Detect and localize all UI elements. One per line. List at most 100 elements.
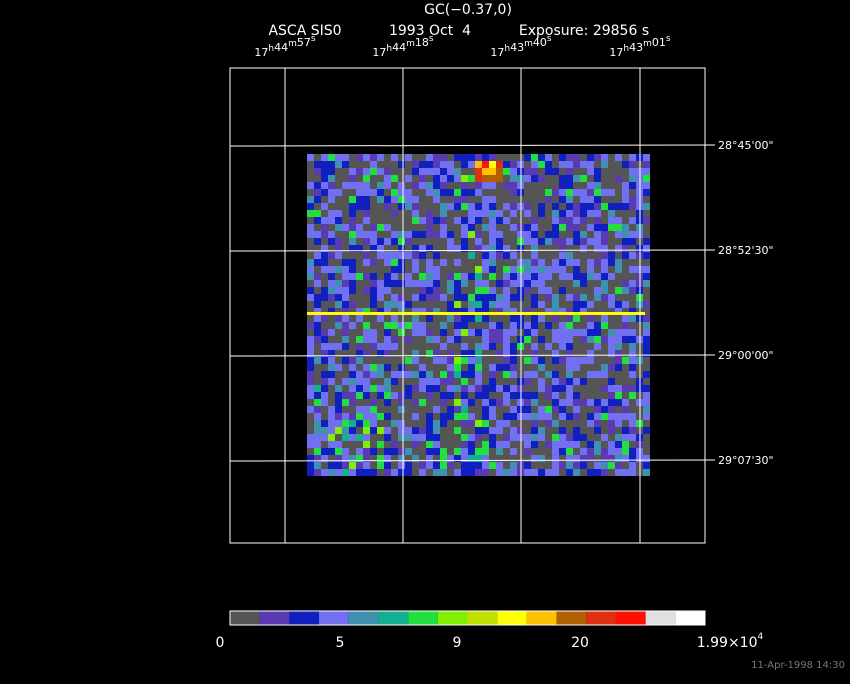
map-pixel bbox=[545, 294, 552, 301]
map-pixel bbox=[475, 315, 482, 322]
map-pixel bbox=[461, 168, 468, 175]
map-pixel bbox=[594, 441, 601, 448]
map-pixel bbox=[328, 301, 335, 308]
map-pixel bbox=[482, 238, 489, 245]
map-pixel bbox=[342, 427, 349, 434]
map-pixel bbox=[629, 378, 636, 385]
map-pixel bbox=[314, 280, 321, 287]
map-pixel bbox=[552, 357, 559, 364]
map-pixel bbox=[419, 161, 426, 168]
map-pixel bbox=[433, 455, 440, 462]
map-pixel bbox=[503, 280, 510, 287]
map-pixel bbox=[349, 469, 356, 476]
map-pixel bbox=[377, 238, 384, 245]
map-pixel bbox=[566, 329, 573, 336]
dec-grid-line bbox=[229, 249, 716, 252]
map-pixel bbox=[496, 420, 503, 427]
map-pixel bbox=[552, 315, 559, 322]
map-pixel bbox=[524, 161, 531, 168]
map-pixel bbox=[370, 448, 377, 455]
map-pixel bbox=[587, 196, 594, 203]
map-pixel bbox=[608, 413, 615, 420]
map-pixel bbox=[454, 315, 461, 322]
map-pixel bbox=[538, 413, 545, 420]
map-pixel bbox=[447, 294, 454, 301]
map-pixel bbox=[321, 392, 328, 399]
map-pixel bbox=[398, 350, 405, 357]
map-pixel bbox=[482, 287, 489, 294]
map-pixel bbox=[531, 378, 538, 385]
map-pixel bbox=[531, 448, 538, 455]
map-pixel bbox=[398, 413, 405, 420]
map-pixel bbox=[538, 189, 545, 196]
map-pixel bbox=[405, 420, 412, 427]
map-pixel bbox=[363, 336, 370, 343]
map-pixel bbox=[356, 217, 363, 224]
map-pixel bbox=[335, 399, 342, 406]
map-pixel bbox=[321, 301, 328, 308]
map-pixel bbox=[370, 238, 377, 245]
map-pixel bbox=[496, 224, 503, 231]
map-pixel bbox=[482, 322, 489, 329]
map-pixel bbox=[615, 189, 622, 196]
map-pixel bbox=[370, 154, 377, 161]
map-pixel bbox=[643, 161, 650, 168]
map-pixel bbox=[328, 371, 335, 378]
map-pixel bbox=[594, 399, 601, 406]
map-pixel bbox=[643, 203, 650, 210]
map-pixel bbox=[503, 154, 510, 161]
map-pixel bbox=[328, 315, 335, 322]
map-pixel bbox=[573, 231, 580, 238]
map-pixel bbox=[391, 161, 398, 168]
map-pixel bbox=[559, 154, 566, 161]
map-pixel bbox=[580, 399, 587, 406]
map-pixel bbox=[559, 238, 566, 245]
map-pixel bbox=[552, 196, 559, 203]
map-pixel bbox=[643, 301, 650, 308]
map-pixel bbox=[454, 252, 461, 259]
map-pixel bbox=[475, 343, 482, 350]
map-pixel bbox=[377, 434, 384, 441]
map-pixel bbox=[587, 224, 594, 231]
map-pixel bbox=[629, 343, 636, 350]
map-pixel bbox=[482, 364, 489, 371]
map-pixel bbox=[391, 231, 398, 238]
map-pixel bbox=[587, 210, 594, 217]
map-pixel bbox=[608, 238, 615, 245]
map-pixel bbox=[433, 329, 440, 336]
map-pixel bbox=[426, 217, 433, 224]
map-pixel bbox=[363, 399, 370, 406]
map-pixel bbox=[349, 343, 356, 350]
map-pixel bbox=[328, 294, 335, 301]
map-pixel bbox=[510, 210, 517, 217]
map-pixel bbox=[412, 224, 419, 231]
map-pixel bbox=[468, 322, 475, 329]
map-pixel bbox=[601, 294, 608, 301]
map-pixel bbox=[454, 301, 461, 308]
map-pixel bbox=[468, 343, 475, 350]
map-pixel bbox=[629, 462, 636, 469]
map-pixel bbox=[629, 210, 636, 217]
xray-map bbox=[307, 154, 650, 476]
map-pixel bbox=[552, 168, 559, 175]
ra-unit: s bbox=[666, 34, 671, 44]
map-pixel bbox=[573, 357, 580, 364]
map-pixel bbox=[391, 154, 398, 161]
map-pixel bbox=[377, 392, 384, 399]
map-pixel bbox=[573, 217, 580, 224]
map-pixel bbox=[307, 231, 314, 238]
map-pixel bbox=[419, 210, 426, 217]
map-pixel bbox=[363, 378, 370, 385]
map-pixel bbox=[559, 273, 566, 280]
map-pixel bbox=[419, 252, 426, 259]
map-pixel bbox=[349, 259, 356, 266]
map-pixel bbox=[440, 385, 447, 392]
map-pixel bbox=[594, 175, 601, 182]
map-pixel bbox=[615, 336, 622, 343]
map-pixel bbox=[545, 322, 552, 329]
map-pixel bbox=[580, 252, 587, 259]
map-pixel bbox=[482, 280, 489, 287]
map-pixel bbox=[447, 420, 454, 427]
map-pixel bbox=[615, 315, 622, 322]
map-pixel bbox=[601, 448, 608, 455]
